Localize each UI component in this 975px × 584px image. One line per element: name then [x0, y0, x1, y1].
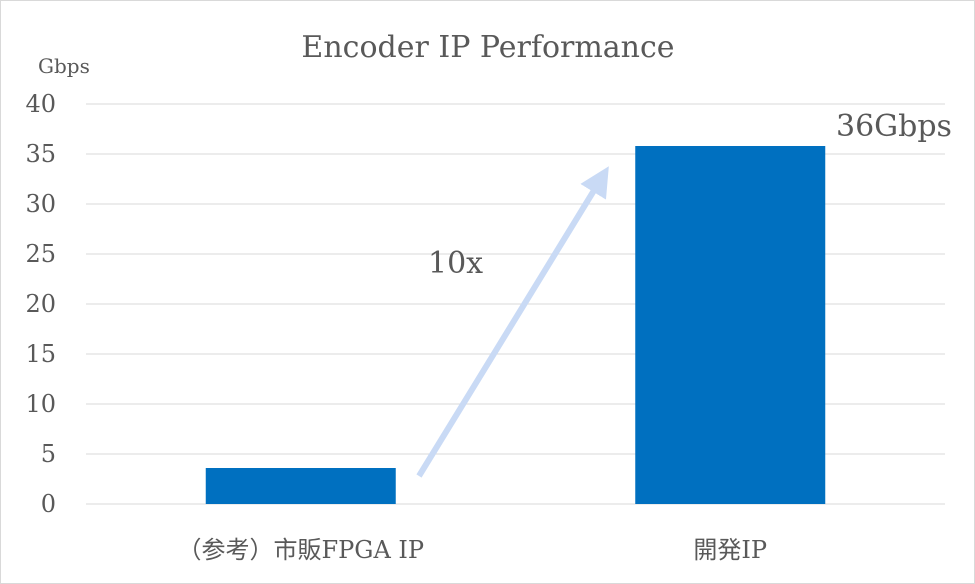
y-tick-labels: 0 5 10 15 20 25 30 35 40 — [25, 90, 56, 518]
x-category-label: 開発IP — [693, 536, 767, 564]
y-tick-label: 20 — [25, 290, 56, 318]
gridlines — [86, 103, 945, 505]
y-unit-label: Gbps — [38, 54, 90, 78]
y-tick-label: 15 — [25, 340, 56, 368]
y-tick-label: 5 — [41, 440, 56, 468]
y-tick-label: 10 — [25, 390, 56, 418]
y-tick-label: 30 — [25, 190, 56, 218]
bar — [635, 146, 826, 504]
bars — [205, 146, 826, 504]
category-labels: （参考）市販FPGA IP 開発IP — [177, 536, 767, 564]
y-tick-label: 35 — [25, 140, 56, 168]
x-category-label: （参考）市販FPGA IP — [177, 536, 424, 564]
value-label: 36Gbps — [836, 109, 952, 144]
y-tick-label: 25 — [25, 240, 56, 268]
bar — [205, 468, 396, 504]
speedup-label: 10x — [428, 246, 483, 281]
y-tick-label: 40 — [25, 90, 56, 118]
speedup-arrow — [416, 166, 609, 478]
chart-title: Encoder IP Performance — [301, 30, 674, 65]
y-tick-label: 0 — [41, 490, 56, 518]
